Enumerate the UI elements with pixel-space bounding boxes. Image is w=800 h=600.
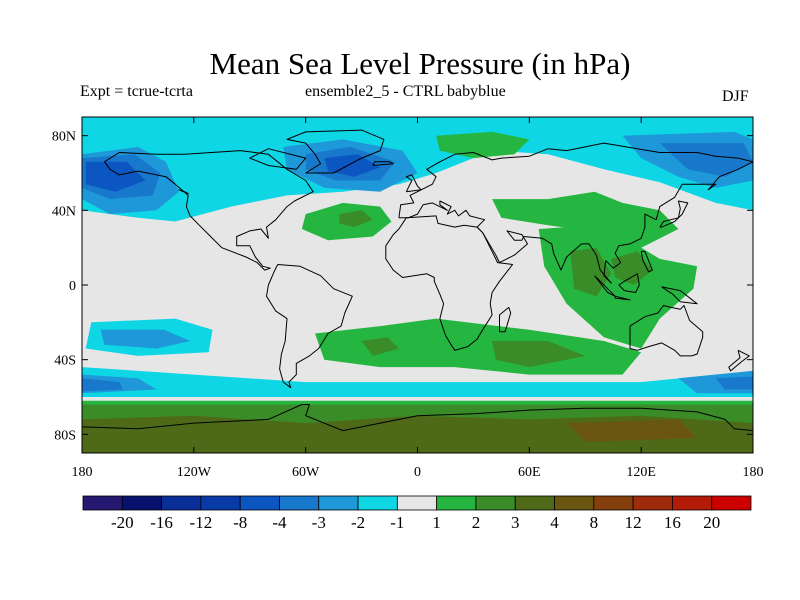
contour-region-1: [82, 117, 753, 222]
colorbar-label-10: 3: [511, 513, 520, 532]
coastline-15: [728, 349, 750, 372]
colorbar-swatch-9: [436, 495, 477, 511]
contour-region-7: [324, 154, 381, 177]
contour-region-21: [100, 329, 191, 349]
colorbar-label-13: 12: [625, 513, 642, 532]
x-tick-label-2: 60W: [292, 465, 320, 480]
colorbar-label-6: -2: [351, 513, 365, 532]
coastline-0: [103, 150, 314, 271]
x-tick-label-4: 60E: [518, 465, 541, 480]
x-tick-label-3: 0: [414, 465, 421, 480]
colorbar-swatch-2: [161, 495, 202, 511]
y-tick-label-2: 0: [69, 279, 76, 294]
y-tick-label-1: 40N: [52, 204, 76, 219]
season-label: DJF: [722, 88, 749, 105]
coastline-13: [286, 129, 385, 174]
colorbar-swatch-7: [357, 495, 398, 511]
coastline-11: [659, 200, 689, 228]
coastline-6: [594, 275, 616, 297]
contour-region-22: [82, 367, 753, 397]
colorbar-label-12: 8: [590, 513, 599, 532]
contour-regions: [82, 117, 753, 453]
contour-region-12: [436, 131, 530, 159]
contour-region-26: [715, 376, 753, 390]
coastline-10: [640, 250, 653, 273]
colorbar-swatch-12: [554, 495, 595, 511]
coastline-16: [82, 404, 753, 432]
coastline-8: [614, 295, 631, 301]
colorbar-label-7: -1: [390, 513, 404, 532]
colorbar-swatch-16: [711, 495, 752, 511]
x-tick-label-5: 120E: [626, 465, 656, 480]
contour-region-24: [82, 378, 123, 392]
colorbar-label-9: 2: [472, 513, 481, 532]
colorbar-swatch-3: [200, 495, 241, 511]
coastline-18: [178, 189, 189, 194]
contour-region-9: [659, 143, 753, 177]
chart-title: Mean Sea Level Pressure (in hPa): [209, 46, 631, 81]
contour-region-11: [339, 210, 373, 228]
colorbar-swatch-15: [672, 495, 713, 511]
contour-region-4: [85, 161, 146, 192]
colorbar-swatch-5: [279, 495, 320, 511]
coastline-12: [405, 174, 422, 193]
colorbar-label-4: -4: [272, 513, 287, 532]
x-tick-label-6: 180: [743, 465, 764, 480]
coastline-4: [499, 306, 512, 333]
contour-region-19: [492, 341, 586, 368]
coastline-3: [385, 215, 514, 351]
coastline-5: [629, 305, 704, 357]
colorbar-swatch-14: [632, 495, 673, 511]
colorbar: -20 -16 -12 -8 -4 -3 -2 -1 1 2 3 4 8 12 16 20: [82, 495, 752, 532]
coastline-7: [618, 273, 640, 293]
colorbar-swatch-1: [121, 495, 162, 511]
colorbar-swatch-11: [514, 495, 555, 511]
contour-region-18: [361, 337, 399, 356]
ensemble-label: ensemble2_5 - CTRL babyblue: [305, 83, 506, 100]
contour-region-16: [611, 251, 653, 285]
coastline-14: [372, 161, 394, 166]
colorbar-swatch-8: [396, 495, 438, 511]
contour-region-13: [492, 191, 679, 248]
experiment-label: Expt = tcrue-tcrta: [80, 83, 193, 100]
coastline-2: [398, 142, 753, 284]
coastline-17: [249, 148, 307, 170]
colorbar-label-11: 4: [550, 513, 559, 532]
colorbar-swatch-13: [593, 495, 634, 511]
colorbar-label-8: 1: [432, 513, 441, 532]
y-tick-label-0: 80N: [52, 130, 76, 145]
x-tick-label-0: 180: [72, 465, 93, 480]
y-tick-label-4: 80S: [54, 428, 76, 443]
colorbar-swatch-4: [239, 495, 280, 511]
coastlines: [82, 129, 753, 432]
colorbar-swatch-6: [318, 495, 359, 511]
colorbar-label-15: 20: [703, 513, 720, 532]
colorbar-label-3: -8: [233, 513, 247, 532]
colorbar-label-0: -20: [111, 513, 134, 532]
x-tick-label-1: 120W: [177, 465, 212, 480]
axes: 180 120W 60W 0 60E 120E 180 80N 40N 0 40S 80S: [52, 117, 764, 480]
y-tick-label-3: 40S: [54, 354, 76, 369]
coastline-9: [661, 286, 698, 305]
colorbar-swatch-0: [82, 495, 123, 511]
coastline-1: [266, 264, 353, 389]
colorbar-swatch-10: [475, 495, 516, 511]
colorbar-label-2: -12: [190, 513, 213, 532]
colorbar-label-1: -16: [150, 513, 173, 532]
contour-region-30: [566, 419, 698, 442]
colorbar-label-5: -3: [312, 513, 326, 532]
colorbar-label-14: 16: [664, 513, 681, 532]
